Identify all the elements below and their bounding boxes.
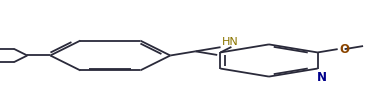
Text: N: N (317, 71, 327, 84)
Text: O: O (339, 43, 349, 56)
Text: HN: HN (222, 37, 238, 47)
